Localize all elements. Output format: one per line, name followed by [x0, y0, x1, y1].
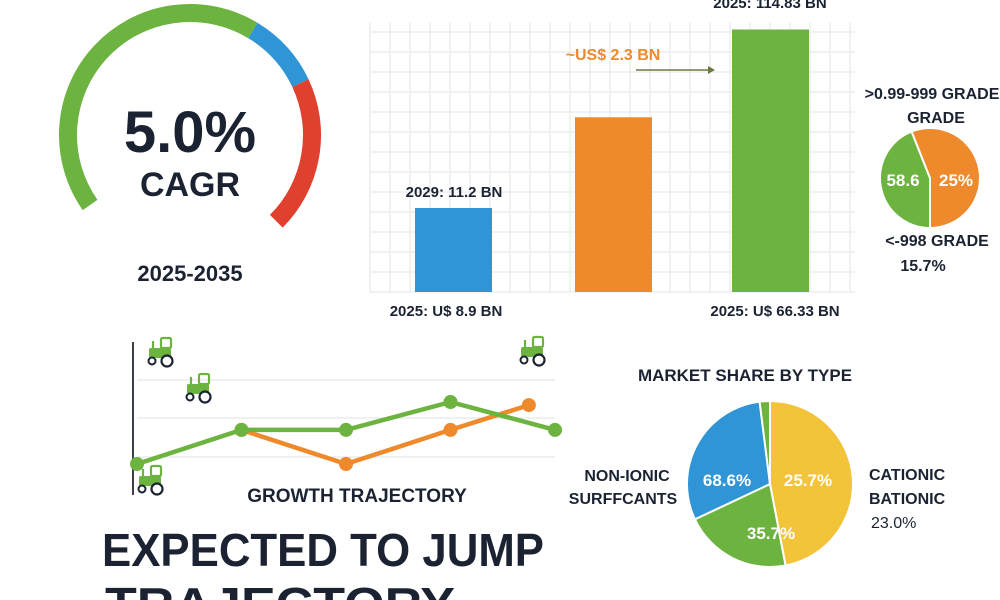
- market-slice-label-3: 68.6%: [703, 471, 751, 490]
- line-point-1-2: [234, 422, 249, 437]
- market-right-label-line-1: CATIONIC: [869, 467, 946, 484]
- grade-pie-slices: [879, 127, 981, 230]
- line-point-2-4: [521, 398, 536, 413]
- bar-1: [415, 208, 492, 292]
- grade-pie-label-2: 25%: [939, 171, 973, 190]
- market-right-label-line-3: 23.0%: [871, 515, 916, 532]
- grade-pie-title-line-1: >0.99-999 GRADE: [865, 86, 1000, 103]
- bar-bottom-label-1: 2025: U$ 8.9 BN: [390, 303, 503, 320]
- line-chart-series: [130, 395, 562, 471]
- grade-pie-title-line-2: GRADE: [907, 110, 965, 127]
- line-chart-title: GROWTH TRAJECTORY: [247, 486, 467, 507]
- cagr-period: 2025-2035: [137, 261, 242, 286]
- market-slice-label-1: 25.7%: [784, 471, 832, 490]
- line-point-1-3: [339, 422, 353, 437]
- bar-chart-bars: [415, 29, 809, 292]
- grade-pie-chart: >0.99-999 GRADE GRADE 58.6 25% <-998 GRA…: [865, 86, 1000, 275]
- gauge-segment-red: [269, 79, 321, 228]
- tractor-icon: [137, 464, 164, 496]
- bar-top-label-1: 2029: 11.2 BN: [406, 184, 503, 201]
- bar-bottom-label-3: 2025: U$ 66.33 BN: [710, 303, 839, 320]
- line-series-2: [240, 402, 530, 467]
- line-point-2-2: [339, 457, 353, 471]
- market-pie-slice-3: [686, 400, 772, 521]
- market-pie-slices: [686, 399, 854, 568]
- grade-pie-footer-line-1: <-998 GRADE: [885, 233, 989, 250]
- market-share-title: MARKET SHARE BY TYPE: [638, 366, 852, 385]
- line-point-1-5: [548, 422, 562, 437]
- grade-pie-slice-2: [910, 127, 981, 230]
- arrow-icon: [636, 66, 715, 74]
- line-point-1-1: [130, 457, 144, 471]
- market-share-pie-chart: MARKET SHARE BY TYPE 25.7% 35.7% 68.6% N…: [569, 366, 946, 568]
- market-left-label-line-1: NON-IONIC: [584, 468, 670, 485]
- market-slice-label-2: 35.7%: [747, 524, 795, 543]
- cagr-gauge: 5.0% CAGR 2025-2035: [59, 4, 321, 286]
- bar-chart: 2029: 11.2 BN ~US$ 2.3 BN 2025: 114.83 B…: [369, 0, 855, 320]
- bar-top-label-3: 2025: 114.83 BN: [713, 0, 826, 12]
- gauge-segment-blue: [247, 22, 309, 88]
- cagr-label: CAGR: [140, 166, 240, 204]
- tractor-icon: [185, 372, 212, 404]
- market-pie-slice-1: [769, 399, 854, 567]
- market-left-label-line-2: SURFFCANTS: [569, 491, 678, 508]
- grade-pie-label-1: 58.6: [886, 171, 919, 190]
- gauge-arcs: [59, 4, 321, 228]
- grade-pie-slice-1: [879, 130, 931, 230]
- tractor-icon: [519, 335, 546, 367]
- line-chart: GROWTH TRAJECTORY: [130, 335, 562, 507]
- line-point-2-3: [443, 422, 458, 437]
- headline-line-1: EXPECTED TO JUMP: [102, 524, 544, 576]
- market-pie-slice-4: [758, 399, 771, 485]
- bar-2: [575, 117, 652, 292]
- bar-top-label-2: ~US$ 2.3 BN: [566, 47, 661, 64]
- bar-3: [732, 29, 809, 292]
- cagr-value: 5.0%: [124, 100, 256, 165]
- headline-line-2: TRAJECTORY: [105, 578, 455, 600]
- market-right-label-line-2: BATIONIC: [869, 491, 946, 508]
- tractor-icon: [147, 336, 174, 368]
- line-point-1-4: [443, 395, 458, 409]
- gauge-segment-green: [59, 4, 258, 211]
- grade-pie-footer-line-2: 15.7%: [900, 258, 945, 275]
- market-pie-slice-2: [693, 482, 787, 568]
